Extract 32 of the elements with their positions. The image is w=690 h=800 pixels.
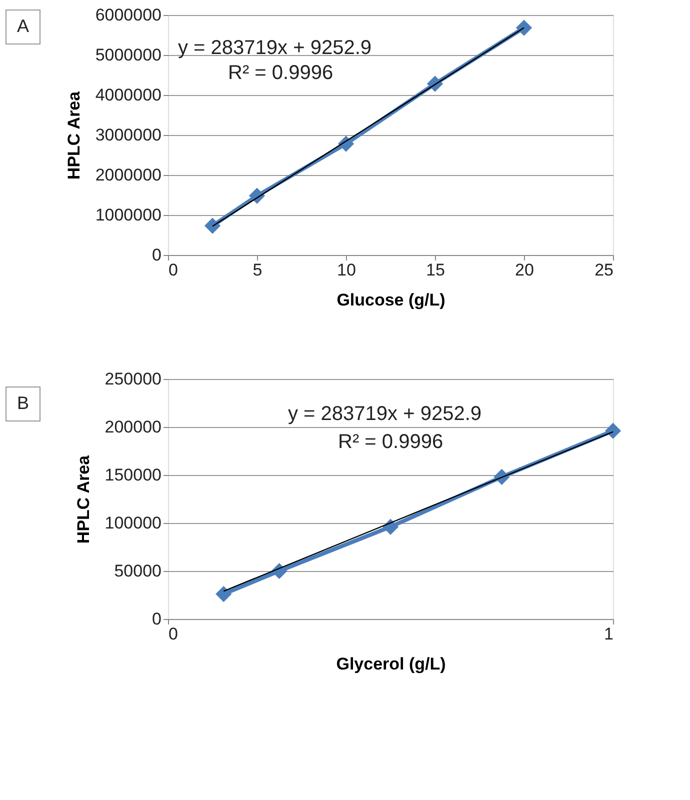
x-tick-label: 25 [594,260,614,280]
y-tick-label: 6000000 [95,6,162,24]
y-tick-label: 2000000 [95,166,162,184]
annotation: y = 283719x + 9252.9 [288,403,482,425]
x-tick-label: 0 [168,260,178,280]
text: A [16,16,30,36]
text: B [16,393,30,413]
annotation: R² = 0.9996 [228,62,334,84]
point [516,20,532,36]
y-tick-label: 3000000 [95,126,162,144]
x-tick-label: 10 [337,260,356,280]
annotation: R² = 0.9996 [338,431,444,453]
y-tick-label: 0 [152,610,162,628]
x-axis-title: Glucose (g/L) [336,290,446,310]
y-tick-label: 200000 [104,418,162,436]
x-axis-title: Glycerol (g/L) [336,654,446,674]
x-tick-label: 1 [604,624,614,644]
y-axis-title: HPLC Area [64,90,84,180]
x-tick-label: 5 [252,260,262,280]
point [204,218,221,234]
y-tick-label: 100000 [104,514,162,532]
y-tick-label: 150000 [104,466,162,484]
x-tick-label: 20 [515,260,534,280]
y-axis-title: HPLC Area [74,454,93,544]
y-tick-label: 4000000 [95,86,162,104]
y-tick-label: 250000 [104,370,162,388]
y-tick-label: 0 [152,246,162,264]
annotation: y = 283719x + 9252.9 [178,37,372,59]
x-tick-label: 15 [426,260,445,280]
y-tick-label: 1000000 [95,206,162,224]
y-tick-label: 5000000 [95,46,162,64]
y-tick-label: 50000 [114,562,162,580]
